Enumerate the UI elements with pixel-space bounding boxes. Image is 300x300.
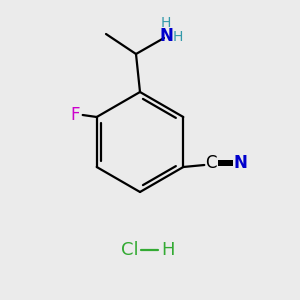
Text: H: H <box>161 241 175 259</box>
Text: F: F <box>70 106 80 124</box>
Text: C: C <box>206 154 217 172</box>
Text: N: N <box>159 27 173 45</box>
Text: H: H <box>173 30 183 44</box>
Text: H: H <box>161 16 171 30</box>
Text: N: N <box>233 154 247 172</box>
Text: Cl: Cl <box>121 241 139 259</box>
